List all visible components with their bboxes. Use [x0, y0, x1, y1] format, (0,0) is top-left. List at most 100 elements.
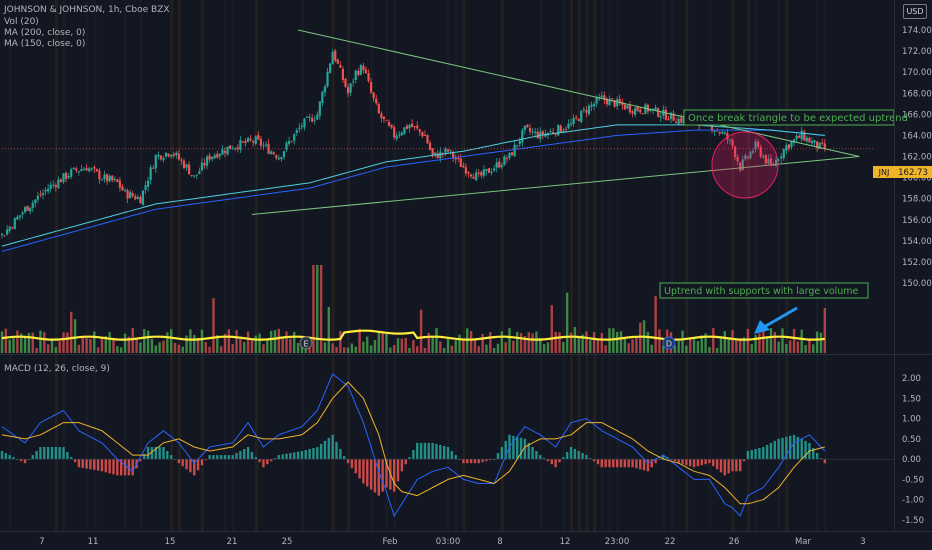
candle-body	[285, 142, 288, 150]
volume-bar	[416, 346, 419, 353]
candle-body	[229, 145, 232, 150]
indicator-ma-200-label[interactable]: MA (200, close, 0)	[4, 28, 86, 38]
candle-body	[85, 168, 88, 171]
session-bands	[8, 0, 827, 532]
volume-bar	[746, 328, 750, 353]
volume-bar	[362, 341, 365, 353]
macd-histogram-bar	[193, 459, 196, 476]
candle-body	[80, 169, 83, 172]
volume-bar	[508, 328, 511, 353]
macd-histogram-bar	[439, 444, 442, 460]
candle-body	[211, 156, 214, 160]
triangle-annotation-text: Once break triangle to be expected uptre…	[688, 113, 908, 124]
session-band	[616, 0, 620, 532]
macd-histogram-bar	[604, 459, 607, 468]
candle-body	[528, 127, 532, 132]
earnings-marker[interactable]: E	[299, 336, 313, 350]
candle-body	[126, 190, 129, 199]
volume-bar	[762, 330, 765, 353]
macd-histogram-bar	[416, 442, 419, 460]
candle-body	[88, 168, 91, 172]
macd-histogram-bar	[619, 459, 623, 468]
candle-body	[503, 156, 506, 166]
candle-body	[177, 153, 180, 160]
indicator-ma-150-label[interactable]: MA (150, close, 0)	[4, 39, 86, 49]
candle-body	[300, 125, 303, 127]
macd-histogram-bar	[554, 459, 557, 468]
volume-bar	[266, 339, 269, 353]
volume-arrow[interactable]	[754, 306, 798, 334]
macd-histogram-bar	[277, 455, 281, 460]
volume-bar	[404, 337, 407, 353]
candle-body	[326, 71, 329, 87]
macd-histogram-bar	[246, 446, 250, 460]
breakout-circle[interactable]	[711, 131, 779, 199]
candle-body	[805, 137, 808, 142]
indicator-volume-label[interactable]: Vol (20)	[4, 17, 39, 27]
macd-histogram-bar	[154, 446, 157, 460]
session-band	[8, 0, 12, 532]
candle-body	[800, 130, 803, 140]
candle-body	[600, 95, 603, 98]
session-band	[562, 0, 566, 532]
macd-histogram-bar	[592, 459, 596, 462]
candle-body	[108, 175, 111, 182]
macd-histogram-bar	[166, 451, 169, 460]
time-axis-ticks[interactable]: 7 11 15 21 25 Feb 03:00 8 12 23:00 22 26 Mar 3	[39, 537, 865, 547]
session-band	[754, 0, 758, 532]
session-band	[62, 0, 66, 532]
volume-bar	[281, 338, 284, 353]
volume-bar	[546, 342, 550, 353]
volume-bar	[431, 335, 434, 353]
volume-bar	[423, 347, 427, 353]
indicator-macd-label[interactable]: MACD (12, 26, close, 9)	[4, 364, 110, 374]
candle-body	[403, 127, 406, 134]
volume-bar	[258, 333, 261, 353]
macd-histogram-bar	[723, 459, 727, 476]
candle-body	[654, 107, 657, 110]
volume-bar	[193, 334, 196, 353]
volume-bar	[235, 330, 238, 353]
macd-histogram-bar	[642, 459, 646, 471]
volume-annotation-box[interactable]	[659, 282, 869, 299]
dividend-marker[interactable]: D	[662, 336, 676, 350]
candle-body	[413, 126, 416, 128]
candle-body	[769, 158, 773, 166]
time-tick-label: Mar	[795, 537, 812, 547]
candle-body	[452, 151, 455, 158]
candle-body	[605, 98, 609, 105]
macd-histogram-bar	[285, 453, 288, 460]
chart-title[interactable]: JOHNSON & JOHNSON, 1h, Cboe BZX	[4, 5, 170, 15]
candle-body	[657, 108, 660, 117]
candle-body	[564, 129, 568, 131]
volume-bar	[358, 328, 361, 353]
volume-bar	[73, 319, 77, 353]
candle-body	[44, 190, 47, 192]
candle-body	[147, 180, 150, 187]
candle-body	[623, 104, 626, 110]
candle-body	[718, 131, 721, 134]
time-tick-label: 22	[665, 537, 676, 547]
macd-histogram-bar	[727, 459, 730, 474]
candle-body	[239, 139, 242, 150]
price-tick-label: 164.00	[902, 131, 932, 141]
triangle-lower-trendline[interactable]	[251, 156, 860, 215]
macd-histogram-bar	[385, 459, 388, 488]
price-axis-ticks[interactable]: 174.00 172.00 170.00 168.00 166.00 164.00 162.…	[902, 26, 932, 289]
macd-histogram-bar	[708, 459, 711, 464]
macd-histogram-bar	[504, 440, 507, 460]
volume-bar	[339, 330, 342, 353]
candle-body	[346, 87, 350, 94]
candle-body	[762, 156, 765, 158]
triangle-upper-trendline[interactable]	[297, 29, 860, 157]
macd-axis-ticks[interactable]: 2.00 1.50 1.00 0.50 0.00 -0.50 -1.00 -1.50	[902, 374, 924, 526]
currency-button[interactable]: USD	[903, 4, 927, 19]
session-band	[393, 0, 397, 532]
candle-body	[54, 185, 57, 188]
candle-body	[334, 50, 337, 61]
volume-bar	[585, 331, 588, 353]
session-band	[177, 0, 181, 532]
candle-body	[139, 197, 142, 204]
candle-body	[774, 159, 778, 166]
